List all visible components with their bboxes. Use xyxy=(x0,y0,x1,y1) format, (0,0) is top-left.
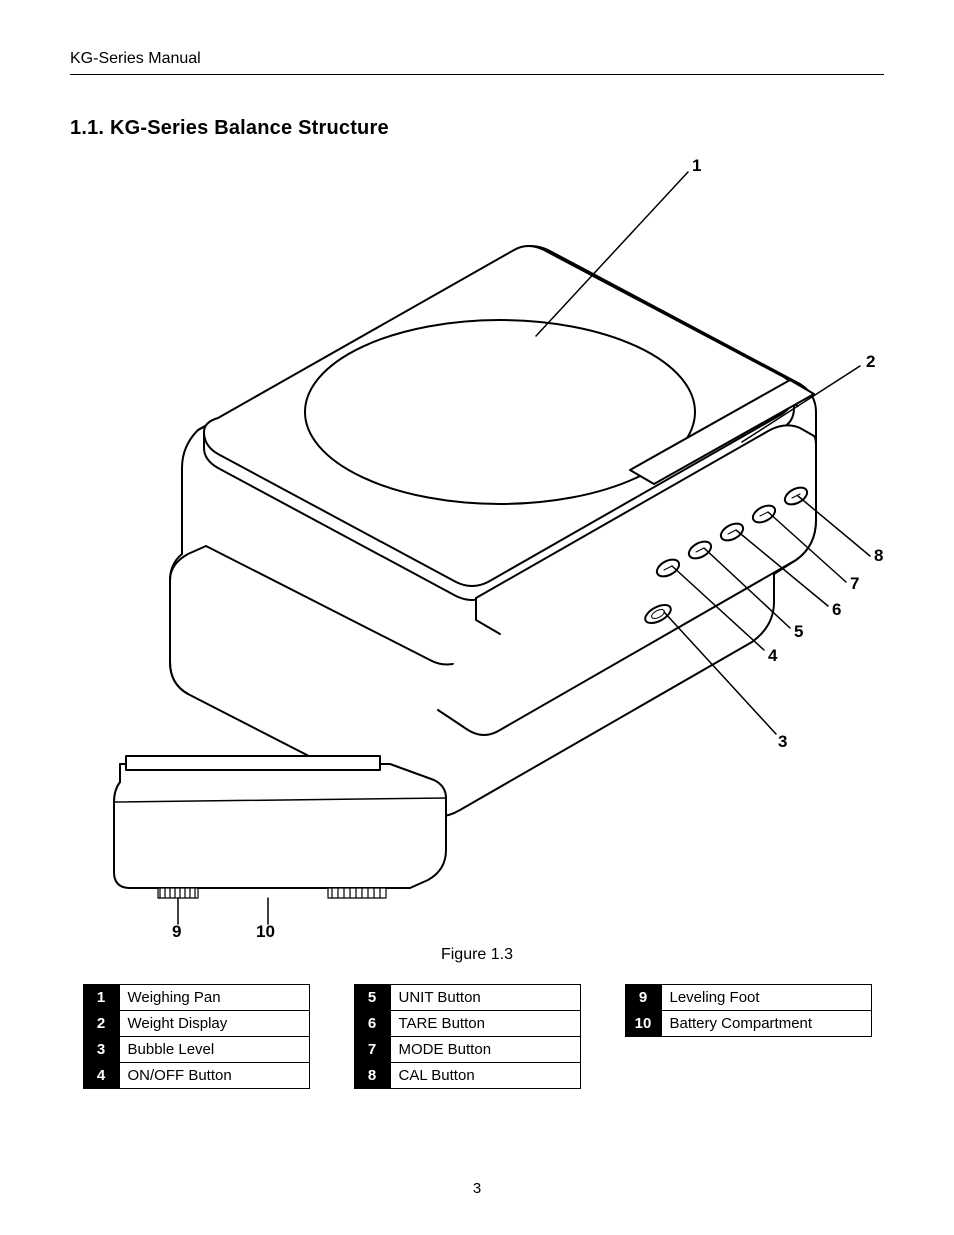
table-row: 7MODE Button xyxy=(354,1037,580,1063)
section-title-text: KG-Series Balance Structure xyxy=(110,117,389,139)
callout-3-label: 3 xyxy=(778,732,787,752)
legend-label: Battery Compartment xyxy=(661,1011,871,1037)
legend-num: 10 xyxy=(625,1011,661,1037)
table-row: 3Bubble Level xyxy=(83,1037,309,1063)
legend-label: CAL Button xyxy=(390,1063,580,1089)
table-row: 5UNIT Button xyxy=(354,985,580,1011)
legend-num: 1 xyxy=(83,985,119,1011)
legend-num: 9 xyxy=(625,985,661,1011)
callout-6-label: 6 xyxy=(832,600,841,620)
table-row: 9Leveling Foot xyxy=(625,985,871,1011)
legend-table-3: 9Leveling Foot 10Battery Compartment xyxy=(625,984,872,1037)
section-heading: 1.1. KG-Series Balance Structure xyxy=(70,117,884,140)
callout-5-label: 5 xyxy=(794,622,803,642)
table-row: 2Weight Display xyxy=(83,1011,309,1037)
legend-label: Weighing Pan xyxy=(119,985,309,1011)
table-row: 6TARE Button xyxy=(354,1011,580,1037)
legend-label: UNIT Button xyxy=(390,985,580,1011)
legend-label: MODE Button xyxy=(390,1037,580,1063)
callout-4-label: 4 xyxy=(768,646,777,666)
callout-10-label: 10 xyxy=(256,922,275,942)
table-row: 8CAL Button xyxy=(354,1063,580,1089)
table-row: 4ON/OFF Button xyxy=(83,1063,309,1089)
legend-label: Bubble Level xyxy=(119,1037,309,1063)
balance-structure-svg xyxy=(70,150,884,940)
figure-caption: Figure 1.3 xyxy=(70,946,884,964)
legend-num: 3 xyxy=(83,1037,119,1063)
legend-table-2: 5UNIT Button 6TARE Button 7MODE Button 8… xyxy=(354,984,581,1089)
legend-num: 8 xyxy=(354,1063,390,1089)
callout-1-label: 1 xyxy=(692,156,701,176)
legend-label: TARE Button xyxy=(390,1011,580,1037)
legend-tables: 1Weighing Pan 2Weight Display 3Bubble Le… xyxy=(70,984,884,1089)
legend-label: Leveling Foot xyxy=(661,985,871,1011)
legend-table-1: 1Weighing Pan 2Weight Display 3Bubble Le… xyxy=(83,984,310,1089)
balance-diagram: 1 2 3 4 5 6 7 8 9 10 xyxy=(70,150,884,940)
legend-label: ON/OFF Button xyxy=(119,1063,309,1089)
callout-8-label: 8 xyxy=(874,546,883,566)
page-header: KG-Series Manual xyxy=(70,50,884,75)
legend-num: 7 xyxy=(354,1037,390,1063)
callout-7-label: 7 xyxy=(850,574,859,594)
header-title: KG-Series Manual xyxy=(70,50,201,67)
callout-2-label: 2 xyxy=(866,352,875,372)
page-number: 3 xyxy=(0,1180,954,1197)
callout-9-label: 9 xyxy=(172,922,181,942)
table-row: 1Weighing Pan xyxy=(83,985,309,1011)
legend-num: 2 xyxy=(83,1011,119,1037)
legend-label: Weight Display xyxy=(119,1011,309,1037)
legend-num: 5 xyxy=(354,985,390,1011)
legend-num: 6 xyxy=(354,1011,390,1037)
table-row: 10Battery Compartment xyxy=(625,1011,871,1037)
section-number: 1.1. xyxy=(70,117,104,139)
legend-num: 4 xyxy=(83,1063,119,1089)
